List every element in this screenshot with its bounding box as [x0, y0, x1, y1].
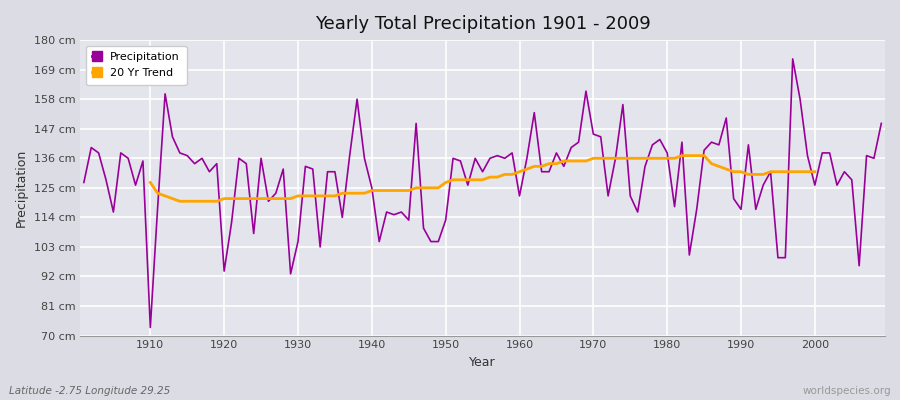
20 Yr Trend: [536, 164, 547, 169]
Y-axis label: Precipitation: Precipitation: [15, 149, 28, 227]
Precipitation: [138, 158, 148, 163]
Precipitation: [610, 156, 621, 161]
Precipitation: [788, 56, 798, 61]
20 Yr Trend: [145, 180, 156, 185]
20 Yr Trend: [308, 194, 319, 198]
20 Yr Trend: [802, 169, 813, 174]
Text: Latitude -2.75 Longitude 29.25: Latitude -2.75 Longitude 29.25: [9, 386, 170, 396]
Text: worldspecies.org: worldspecies.org: [803, 386, 891, 396]
20 Yr Trend: [677, 153, 688, 158]
20 Yr Trend: [233, 196, 244, 201]
Precipitation: [308, 167, 319, 172]
Precipitation: [514, 194, 525, 198]
Precipitation: [145, 325, 156, 330]
20 Yr Trend: [721, 167, 732, 172]
Line: 20 Yr Trend: 20 Yr Trend: [150, 156, 814, 201]
Line: Precipitation: Precipitation: [84, 59, 881, 328]
20 Yr Trend: [175, 199, 185, 204]
X-axis label: Year: Year: [469, 356, 496, 369]
Legend: Precipitation, 20 Yr Trend: Precipitation, 20 Yr Trend: [86, 46, 186, 85]
Precipitation: [78, 180, 89, 185]
Title: Yearly Total Precipitation 1901 - 2009: Yearly Total Precipitation 1901 - 2009: [315, 15, 651, 33]
20 Yr Trend: [809, 169, 820, 174]
Precipitation: [876, 121, 886, 126]
Precipitation: [352, 97, 363, 102]
Precipitation: [521, 156, 532, 161]
20 Yr Trend: [322, 194, 333, 198]
